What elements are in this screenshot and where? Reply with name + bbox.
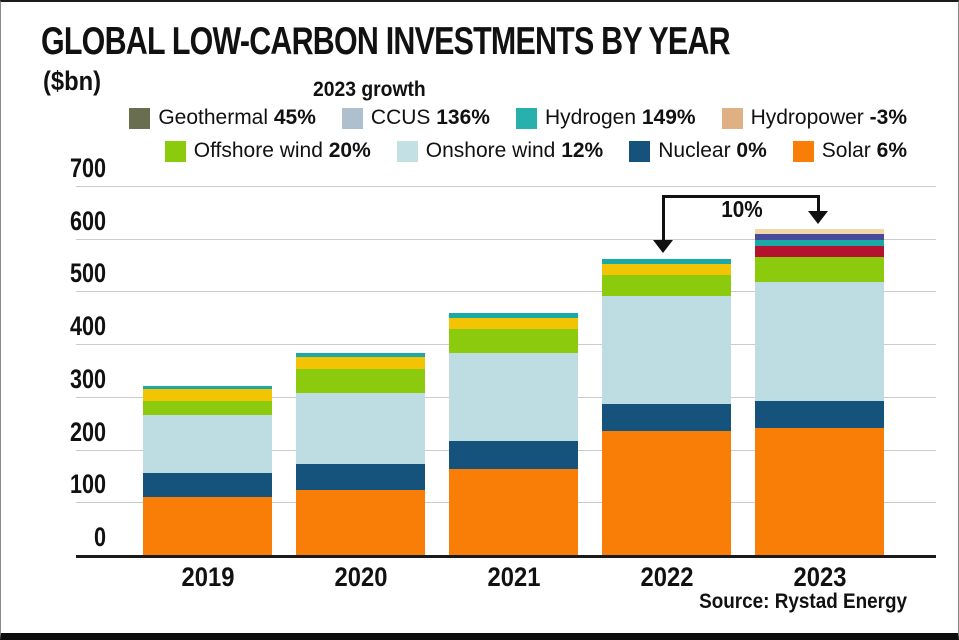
- annotation-bracket-horizontal: [664, 195, 820, 198]
- legend-row-1: Geothermal 45% CCUS 136% Hydrogen 149% Hydr…: [129, 106, 907, 130]
- bar-segment-2021-hydrogen: [448, 313, 578, 318]
- gridline-600: [76, 238, 936, 240]
- x-axis-line: [76, 555, 936, 558]
- legend-label: Onshore wind 12%: [425, 139, 604, 162]
- bar-segment-2023-ccus: [754, 234, 884, 241]
- bar-segment-2021-hydropower: [448, 317, 578, 329]
- x-tick-label-2019: 2019: [181, 562, 234, 592]
- source-label: Source: Rystad Energy: [699, 590, 907, 613]
- bar-segment-2020-offshore-wind: [295, 368, 425, 393]
- y-tick-label-700: 700: [69, 153, 106, 183]
- unit-label: ($bn): [43, 66, 102, 96]
- annotation-bracket-left-vertical: [662, 195, 665, 241]
- bar-segment-2019-nuclear: [142, 473, 272, 497]
- bar-segment-2019-hydropower: [142, 389, 272, 402]
- bar-segment-2023-hydrogen: [754, 240, 884, 247]
- bar-segment-2019-hydrogen: [142, 386, 272, 390]
- y-tick-label-600: 600: [69, 205, 106, 236]
- gridline-700: [76, 186, 936, 187]
- legend-swatch-icon: [396, 140, 418, 162]
- legend-label: Hydropower -3%: [750, 106, 907, 129]
- growth-annotation-label: 10%: [721, 196, 763, 222]
- bar-segment-2022-offshore-wind: [601, 275, 731, 297]
- bar-segment-2023-hydropower: [754, 229, 884, 235]
- bar-segment-2020-nuclear: [295, 463, 425, 490]
- annotation-bracket-right-vertical: [817, 195, 820, 212]
- bar-segment-2022-solar: [601, 431, 731, 555]
- x-tick-label-2023: 2023: [793, 562, 846, 592]
- legend-item-nuclear: Nuclear 0%: [629, 139, 767, 163]
- bar-segment-2022-hydropower: [601, 264, 731, 276]
- y-tick-label-200: 200: [69, 416, 106, 447]
- bar-segment-2023-onshore-wind: [754, 281, 884, 402]
- bar-segment-2021-offshore-wind: [448, 328, 578, 353]
- legend-label: Nuclear 0%: [658, 139, 767, 162]
- bar-segment-2019-onshore-wind: [142, 415, 272, 474]
- bar-segment-2022-hydrogen: [601, 258, 731, 264]
- legend-swatch-icon: [792, 140, 814, 162]
- gridline-500: [76, 291, 936, 293]
- x-tick-label-2020: 2020: [334, 562, 387, 592]
- legend-row-2: Offshore wind 20% Onshore wind 12% Nuclear…: [164, 139, 907, 163]
- legend-item-hydrogen: Hydrogen 149%: [515, 106, 696, 130]
- y-tick-label-300: 300: [69, 363, 106, 394]
- bar-segment-2023-solar: [754, 428, 884, 555]
- bar-segment-2019-solar: [142, 497, 272, 555]
- legend-label: Geothermal 45%: [158, 106, 316, 129]
- legend-label: Offshore wind 20%: [193, 139, 371, 162]
- legend-swatch-icon: [629, 140, 651, 162]
- bar-segment-2022-onshore-wind: [601, 296, 731, 404]
- bar-segment-2020-hydropower: [295, 356, 425, 369]
- y-tick-label-500: 500: [69, 258, 106, 289]
- legend: Geothermal 45% CCUS 136% Hydrogen 149% Hydr…: [129, 106, 907, 163]
- legend-item-offshore-wind: Offshore wind 20%: [164, 139, 371, 163]
- y-tick-label-100: 100: [69, 469, 106, 500]
- bar-segment-2023-nuclear: [754, 401, 884, 429]
- legend-label: CCUS 136%: [370, 106, 490, 129]
- legend-item-hydropower: Hydropower -3%: [721, 106, 907, 130]
- x-tick-label-2022: 2022: [640, 562, 693, 592]
- legend-swatch-icon: [341, 107, 363, 129]
- bar-segment-2021-solar: [448, 469, 578, 555]
- bar-segment-2019-offshore-wind: [142, 401, 272, 416]
- bar-segment-2020-onshore-wind: [295, 392, 425, 464]
- bar-segment-2021-nuclear: [448, 440, 578, 470]
- bar-segment-2021-onshore-wind: [448, 352, 578, 441]
- legend-label: Hydrogen 149%: [544, 106, 696, 129]
- legend-item-ccus: CCUS 136%: [341, 106, 490, 130]
- page-title: GLOBAL LOW-CARBON INVESTMENTS BY YEAR: [41, 20, 731, 63]
- arrow-down-icon: [653, 240, 673, 253]
- x-tick-label-2021: 2021: [487, 562, 540, 592]
- legend-swatch-icon: [721, 107, 743, 129]
- legend-item-onshore-wind: Onshore wind 12%: [396, 139, 604, 163]
- legend-title: 2023 growth: [313, 78, 426, 101]
- legend-item-solar: Solar 6%: [792, 139, 907, 163]
- legend-item-geothermal: Geothermal 45%: [129, 106, 316, 130]
- bar-segment-2023-offshore-wind: [754, 256, 884, 282]
- legend-swatch-icon: [515, 107, 537, 129]
- bar-segment-2023-geothermal: [754, 246, 884, 257]
- legend-label: Solar 6%: [821, 139, 907, 162]
- bar-segment-2020-solar: [295, 489, 425, 555]
- y-tick-label-400: 400: [69, 311, 106, 342]
- arrow-down-icon: [808, 211, 828, 224]
- legend-swatch-icon: [164, 140, 186, 162]
- legend-swatch-icon: [129, 107, 151, 129]
- y-tick-label-0: 0: [93, 522, 106, 552]
- bar-segment-2022-nuclear: [601, 403, 731, 432]
- bar-segment-2020-hydrogen: [295, 353, 425, 357]
